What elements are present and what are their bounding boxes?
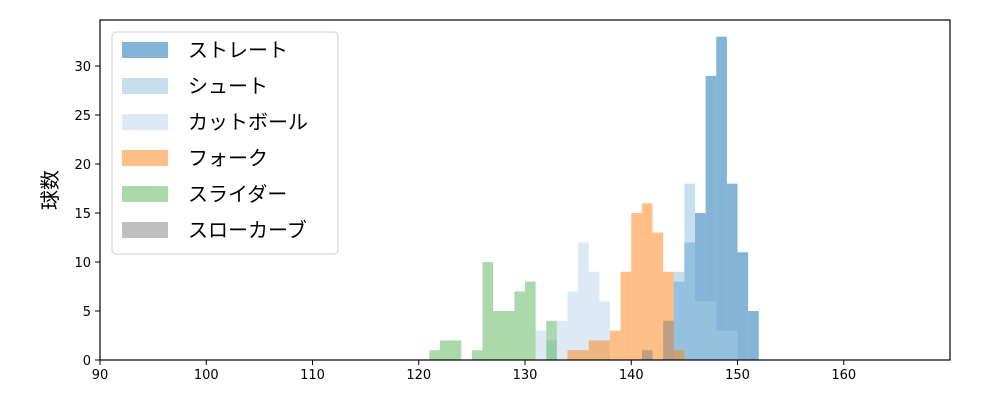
y-tick-label: 10 [74,256,91,271]
x-tick-label: 130 [513,368,538,383]
x-tick-label: 110 [300,368,325,383]
bar-4-0 [429,350,440,360]
y-tick-label: 5 [83,305,91,320]
bar-5-0 [641,350,653,360]
x-tick-label: 120 [406,368,431,383]
bar-2-1 [546,340,557,360]
bar-4-7 [514,291,525,360]
bar-4-2 [450,340,462,360]
legend-swatch [122,42,168,58]
bar-0-6 [737,252,749,360]
bar-2-6 [599,301,610,360]
bar-3-5 [620,271,632,360]
bar-0-5 [726,183,738,360]
x-tick-label: 100 [194,368,219,383]
x-tick-label: 140 [619,368,644,383]
x-tick-label: 90 [92,368,109,383]
bar-3-0 [567,350,579,360]
bar-4-4 [482,262,494,360]
bar-4-3 [471,350,483,360]
bar-4-8 [525,281,536,360]
bar-1-2 [695,301,706,360]
bar-3-1 [578,350,589,360]
x-axis: 90 100 110 120 130 140 150 160 [92,360,856,383]
y-tick-label: 20 [74,158,91,173]
bar-0-2 [695,213,706,360]
bar-2-2 [556,320,568,360]
legend-box [111,31,339,255]
legend-label: ストレート [188,38,288,62]
bar-3-8 [652,232,664,360]
bar-1-0 [673,271,685,360]
legend-swatch [122,222,168,238]
bar-0-3 [705,75,717,360]
y-tick-label: 0 [83,354,91,369]
bars-layer [429,36,759,361]
legend-swatch [122,114,168,130]
bar-2-0 [535,330,547,360]
legend-label: カットボール [188,110,308,134]
bar-3-6 [631,213,642,360]
x-tick-label: 150 [725,368,750,383]
y-axis-label: 球数 [38,170,62,210]
bar-1-4 [716,330,727,360]
bar-1-1 [684,183,695,360]
bar-3-7 [641,203,653,360]
bar-1-5 [726,330,738,360]
legend-label: シュート [188,74,268,98]
bar-4-9 [546,320,557,360]
bar-0-4 [716,36,727,361]
y-axis: 0 5 10 15 20 25 30 [74,60,100,369]
bar-3-2 [588,340,600,360]
y-tick-label: 25 [74,109,91,124]
bar-4-5 [493,311,504,360]
legend-swatch [122,150,168,166]
legend-swatch [122,186,168,202]
legend-label: フォーク [188,146,268,170]
bar-2-3 [567,291,579,360]
bar-4-6 [503,311,515,360]
bar-1-3 [705,301,717,360]
bar-5-1 [663,320,674,360]
legend-label: スローカーブ [188,218,307,242]
legend-label: スライダー [188,182,287,206]
bar-3-10 [673,350,685,360]
x-tick-label: 160 [831,368,856,383]
bar-0-7 [748,311,759,360]
y-tick-label: 30 [74,60,91,75]
bar-3-3 [599,340,610,360]
bar-4-1 [440,340,451,360]
y-tick-label: 15 [74,207,91,222]
bar-3-4 [610,330,621,360]
legend-swatch [122,78,168,94]
bar-2-4 [578,242,589,360]
bar-2-5 [588,271,600,360]
bar-3-9 [663,271,674,360]
